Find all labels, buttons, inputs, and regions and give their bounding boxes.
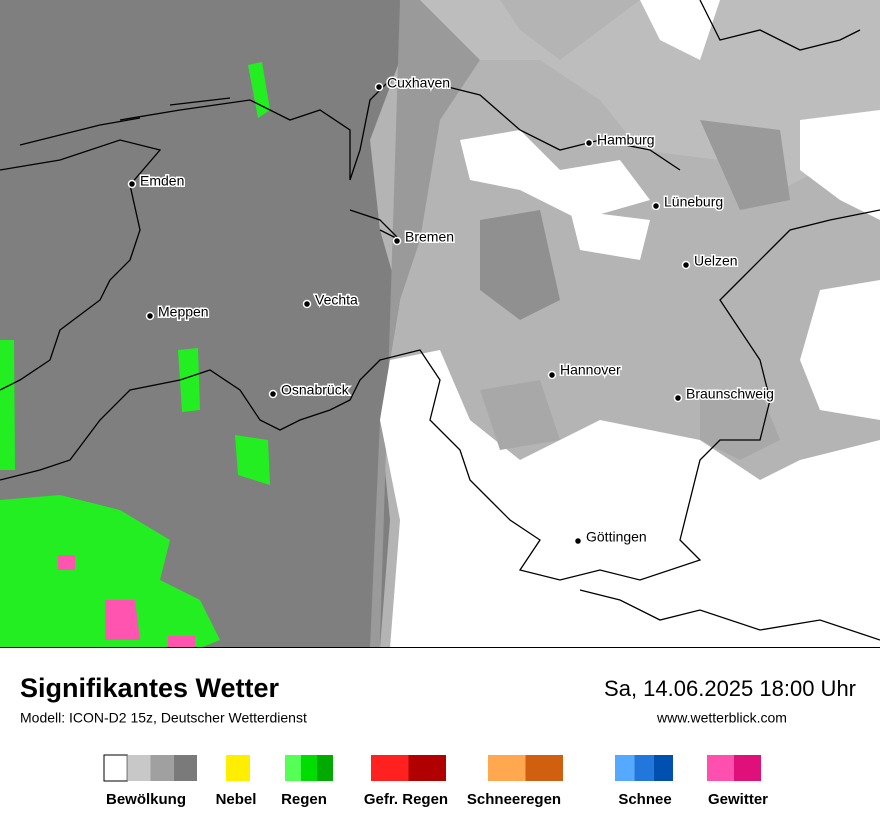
legend-swatch (301, 755, 317, 781)
legend-swatch (371, 755, 409, 781)
legend-swatch (150, 755, 174, 781)
city: Meppen (145, 302, 210, 321)
legend-swatch (707, 755, 734, 781)
legend-swatch (615, 755, 635, 781)
legend-swatch (734, 755, 761, 781)
city-label: Osnabrück (281, 382, 350, 398)
city-label: Emden (140, 173, 184, 189)
rain (0, 495, 220, 648)
city-label: Bremen (405, 229, 454, 245)
border (579, 589, 880, 641)
city: Braunschweig (673, 384, 775, 403)
legend-label: Gefr. Regen (364, 791, 448, 808)
clear (800, 280, 880, 420)
city: Osnabrück (268, 380, 351, 399)
cities: Cuxhaven Hamburg Emden Lüneburg Bremen U… (127, 73, 775, 546)
clear (460, 130, 650, 220)
legend-label: Gewitter (708, 791, 768, 808)
coastline (699, 0, 861, 51)
legend-swatch (285, 755, 301, 781)
legend-swatch (317, 755, 333, 781)
legend-swatch (173, 755, 197, 781)
clear (800, 110, 880, 220)
city: Vechta (302, 290, 360, 309)
city-label: Vechta (315, 292, 358, 308)
rain (248, 62, 270, 118)
coastline (19, 97, 231, 146)
rain (235, 435, 270, 485)
model: Modell: ICON-D2 15z, Deutscher Wetterdie… (20, 710, 307, 726)
cloud-mid (370, 0, 480, 648)
city-label: Göttingen (586, 529, 647, 545)
city-label: Meppen (158, 304, 209, 320)
legend-label: Schnee (618, 791, 671, 808)
city-label: Hamburg (597, 132, 655, 148)
legend-swatch (408, 755, 446, 781)
clear (640, 0, 720, 60)
datetime: Sa, 14.06.2025 18:00 Uhr (604, 676, 856, 701)
legend-swatch (103, 754, 128, 782)
border (0, 139, 162, 391)
city: Göttingen (573, 527, 648, 546)
city: Emden (127, 171, 186, 190)
rain (0, 340, 15, 470)
cloud-mid (480, 380, 560, 450)
river (349, 209, 401, 241)
city-label: Hannover (560, 362, 621, 378)
legend-swatch (127, 755, 151, 781)
legend-label: Bewölkung (106, 791, 186, 808)
legend-swatch (653, 755, 673, 781)
clear (380, 350, 880, 648)
border (0, 209, 880, 581)
legend-swatch (488, 755, 526, 781)
cloud-mid (700, 390, 780, 460)
city: Bremen (392, 227, 456, 246)
city: Hamburg (584, 130, 656, 149)
cloud-mid (480, 210, 560, 320)
title: Signifikantes Wetter (20, 673, 280, 703)
clear (570, 210, 650, 260)
legend-swatch (226, 755, 250, 781)
legend-label: Schneeregen (467, 791, 561, 808)
footer: Signifikantes Wetter Modell: ICON-D2 15z… (20, 673, 856, 808)
cloud-dense (0, 0, 400, 648)
rain (178, 348, 200, 412)
legend-label: Regen (281, 791, 327, 808)
coastline (119, 79, 681, 181)
city: Cuxhaven (374, 73, 452, 92)
legend-swatch (634, 755, 654, 781)
city-label: Lüneburg (664, 194, 723, 210)
thunderstorm (105, 600, 140, 640)
thunderstorm (58, 555, 75, 570)
city-label: Cuxhaven (387, 75, 450, 91)
thunderstorm (168, 636, 195, 648)
city: Lüneburg (651, 192, 725, 211)
legend-swatch (525, 755, 563, 781)
city: Uelzen (681, 251, 739, 270)
cloud-mid (700, 120, 790, 210)
map: Cuxhaven Hamburg Emden Lüneburg Bremen U… (0, 0, 880, 648)
legend-label: Nebel (216, 791, 257, 808)
city-label: Braunschweig (686, 386, 774, 402)
city-label: Uelzen (694, 253, 738, 269)
website: www.wetterblick.com (656, 710, 787, 726)
city: Hannover (547, 360, 623, 380)
